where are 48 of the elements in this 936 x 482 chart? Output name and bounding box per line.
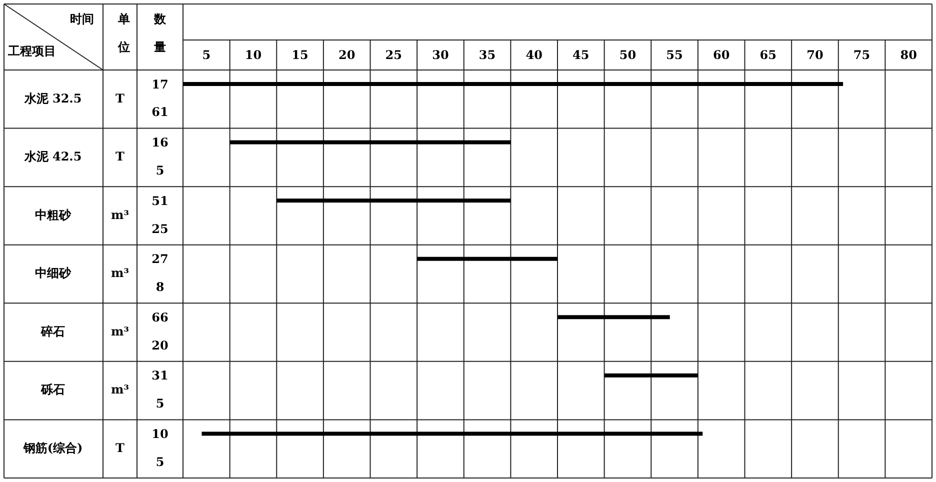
quantity: 5: [156, 454, 164, 469]
unit: m³: [111, 208, 129, 222]
xtick: 60: [713, 48, 730, 62]
xtick: 55: [666, 48, 683, 62]
xtick: 65: [760, 48, 776, 62]
xtick: 75: [853, 48, 870, 62]
unit: T: [116, 440, 124, 455]
category: 水泥 32.5: [24, 91, 82, 106]
text: 单位: [117, 12, 130, 54]
quantity: 61: [152, 105, 168, 120]
category: 中细砂: [35, 266, 71, 280]
xtick: 35: [478, 48, 496, 62]
quantity: 25: [152, 222, 168, 236]
text: 数量: [153, 12, 167, 54]
unit: T: [116, 91, 124, 106]
xtick: 25: [385, 48, 402, 62]
xtick: 50: [619, 48, 636, 62]
quantity: 27: [152, 252, 168, 266]
xlabel: 时间: [70, 12, 94, 26]
category: 碎石: [41, 324, 65, 338]
quantity: 20: [152, 338, 168, 352]
quantity: 51: [152, 194, 168, 208]
xtick: 15: [292, 48, 308, 62]
quantity: 5: [156, 164, 164, 178]
quantity: 16: [152, 136, 168, 150]
category: 砾石: [41, 382, 65, 397]
xtick: 30: [432, 48, 449, 62]
category: 中粗砂: [35, 208, 71, 222]
xtick: 80: [900, 48, 917, 62]
quantity: 5: [156, 396, 164, 411]
quantity: 31: [152, 368, 168, 383]
category: 钢筋(综合): [23, 440, 83, 455]
xtick: 10: [244, 48, 262, 62]
quantity: 10: [152, 426, 168, 441]
unit: m³: [111, 382, 129, 397]
quantity: 8: [156, 280, 164, 294]
xtick: 70: [806, 48, 824, 62]
unit: m³: [111, 266, 129, 280]
xtick: 45: [572, 48, 590, 62]
unit: m³: [111, 324, 129, 338]
unit: T: [116, 150, 124, 164]
xtick: 20: [338, 48, 356, 62]
xtick: 5: [202, 48, 211, 62]
category: 水泥 42.5: [24, 150, 82, 164]
quantity: 17: [152, 77, 168, 92]
xtick: 40: [526, 48, 542, 62]
ylabel: 工程项目: [8, 44, 56, 58]
quantity: 66: [152, 310, 168, 324]
